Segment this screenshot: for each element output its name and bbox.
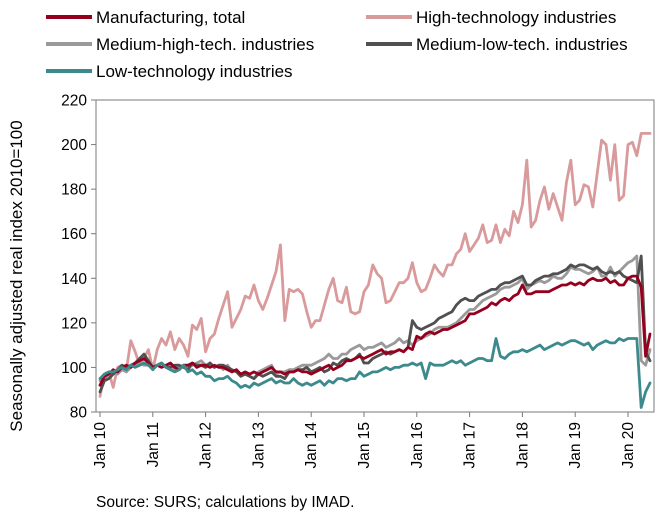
x-tick-label: Jan 19 xyxy=(567,422,584,469)
x-tick-label: Jan 11 xyxy=(145,422,162,467)
legend-label: High-technology industries xyxy=(416,8,616,27)
x-tick-label: Jan 20 xyxy=(620,422,637,469)
series-line-2 xyxy=(98,254,652,383)
series-line-1 xyxy=(98,131,652,398)
y-axis: 80 100 120 140 160 180 200 220 xyxy=(61,93,96,422)
series-layer xyxy=(98,131,652,409)
x-tick-label: Jan 18 xyxy=(514,422,531,469)
x-tick-label: Jan 12 xyxy=(198,422,215,469)
x-tick-label: Jan 17 xyxy=(462,422,479,469)
y-tick-label: 220 xyxy=(61,93,87,110)
legend: Manufacturing, total High-technology indu… xyxy=(46,8,628,81)
y-tick-label: 120 xyxy=(61,315,87,332)
y-tick-label: 200 xyxy=(61,137,87,154)
y-axis-title: Seasonally adjusted real index 2010=100 xyxy=(7,120,26,431)
x-tick-label: Jan 15 xyxy=(356,422,373,469)
legend-label: Manufacturing, total xyxy=(96,8,245,27)
legend-label: Medium-low-tech. industries xyxy=(416,35,628,54)
legend-label: Medium-high-tech. industries xyxy=(96,35,314,54)
x-tick-label: Jan 13 xyxy=(250,422,267,469)
legend-label: Low-technology industries xyxy=(96,62,293,81)
y-tick-label: 140 xyxy=(61,271,87,288)
series-line-0 xyxy=(98,274,652,387)
x-tick-label: Jan 16 xyxy=(409,422,426,469)
x-axis: Jan 10 Jan 11 Jan 12 Jan 13 Jan 14 Jan 15 Jan … xyxy=(92,412,637,469)
plot-frame xyxy=(95,99,655,413)
x-tick-label: Jan 14 xyxy=(303,422,320,469)
x-tick-label: Jan 10 xyxy=(92,422,109,469)
source-note: Source: SURS; calculations by IMAD. xyxy=(96,494,354,511)
y-tick-label: 180 xyxy=(61,182,87,199)
y-tick-label: 100 xyxy=(61,360,87,377)
series-line-4 xyxy=(98,337,652,409)
y-tick-label: 80 xyxy=(70,405,88,422)
y-tick-label: 160 xyxy=(61,226,87,243)
